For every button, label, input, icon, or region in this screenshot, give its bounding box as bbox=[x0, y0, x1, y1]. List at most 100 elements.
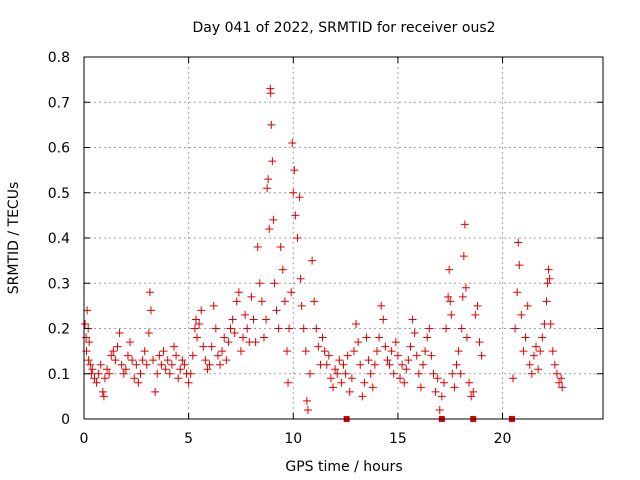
data-point bbox=[230, 329, 239, 338]
data-point bbox=[100, 374, 109, 383]
x-tick-label: 20 bbox=[494, 431, 512, 447]
data-point bbox=[469, 387, 478, 396]
data-point bbox=[329, 383, 338, 392]
data-point bbox=[264, 175, 273, 184]
data-point bbox=[377, 301, 386, 310]
data-point bbox=[398, 360, 407, 369]
data-point bbox=[544, 265, 553, 274]
data-point bbox=[439, 378, 448, 387]
data-point bbox=[159, 347, 168, 356]
data-point bbox=[527, 369, 536, 378]
data-point bbox=[90, 374, 99, 383]
data-point bbox=[555, 378, 564, 387]
data-point bbox=[318, 333, 327, 342]
data-point bbox=[146, 306, 155, 315]
data-point bbox=[416, 383, 425, 392]
data-point bbox=[113, 342, 122, 351]
data-point bbox=[211, 324, 220, 333]
data-point bbox=[331, 365, 340, 374]
data-point bbox=[151, 387, 160, 396]
data-point bbox=[205, 360, 214, 369]
data-point bbox=[251, 338, 260, 347]
y-axis-label: SRMTID / TECUs bbox=[6, 182, 22, 295]
data-point bbox=[442, 324, 451, 333]
data-point bbox=[431, 387, 440, 396]
data-point bbox=[368, 383, 377, 392]
data-point bbox=[136, 369, 145, 378]
data-point bbox=[410, 329, 419, 338]
data-point bbox=[548, 347, 557, 356]
data-point bbox=[532, 342, 541, 351]
data-point bbox=[423, 333, 432, 342]
data-point bbox=[552, 369, 561, 378]
data-point bbox=[404, 356, 413, 365]
data-point bbox=[447, 310, 456, 319]
data-point bbox=[121, 365, 130, 374]
data-point bbox=[180, 360, 189, 369]
data-point bbox=[247, 292, 256, 301]
data-point bbox=[356, 360, 365, 369]
y-tick-label: 0.3 bbox=[48, 276, 70, 292]
data-point bbox=[302, 396, 311, 405]
data-point bbox=[534, 365, 543, 374]
data-point bbox=[98, 387, 107, 396]
data-point bbox=[285, 324, 294, 333]
data-point bbox=[345, 387, 354, 396]
data-point bbox=[333, 369, 342, 378]
data-point bbox=[389, 369, 398, 378]
data-point bbox=[529, 351, 538, 360]
data-point bbox=[444, 292, 453, 301]
data-point bbox=[270, 279, 279, 288]
data-point bbox=[153, 369, 162, 378]
data-point bbox=[228, 315, 237, 324]
data-point bbox=[550, 360, 559, 369]
data-point bbox=[427, 351, 436, 360]
data-point bbox=[289, 188, 298, 197]
data-point bbox=[249, 315, 258, 324]
data-point bbox=[178, 356, 187, 365]
data-point bbox=[272, 306, 281, 315]
data-point bbox=[86, 360, 95, 369]
data-point bbox=[132, 360, 141, 369]
data-point bbox=[448, 369, 457, 378]
data-point bbox=[312, 324, 321, 333]
data-point bbox=[542, 297, 551, 306]
data-point bbox=[400, 378, 409, 387]
data-point bbox=[347, 374, 356, 383]
data-point bbox=[475, 338, 484, 347]
data-point bbox=[167, 360, 176, 369]
data-point bbox=[188, 351, 197, 360]
data-point bbox=[457, 324, 466, 333]
data-point bbox=[144, 329, 153, 338]
data-point bbox=[525, 360, 534, 369]
data-point bbox=[236, 347, 245, 356]
data-point bbox=[387, 347, 396, 356]
x-tick-label: 5 bbox=[184, 431, 193, 447]
data-point bbox=[460, 220, 469, 229]
data-point bbox=[433, 374, 442, 383]
data-point bbox=[220, 333, 229, 342]
data-point bbox=[458, 292, 467, 301]
data-point bbox=[513, 288, 522, 297]
data-point bbox=[268, 157, 277, 166]
data-point bbox=[138, 356, 147, 365]
data-point bbox=[293, 234, 302, 242]
data-point bbox=[379, 315, 388, 324]
data-point bbox=[165, 369, 174, 378]
data-point bbox=[425, 324, 434, 333]
data-point bbox=[274, 324, 283, 333]
data-point bbox=[269, 215, 278, 224]
data-point bbox=[538, 333, 547, 342]
data-point bbox=[437, 392, 446, 401]
data-point bbox=[209, 301, 218, 310]
data-point bbox=[203, 365, 212, 374]
chart-title: Day 041 of 2022, SRMTID for receiver ous… bbox=[192, 20, 495, 36]
data-point bbox=[372, 347, 381, 356]
data-point bbox=[446, 297, 455, 306]
data-point bbox=[169, 342, 178, 351]
data-point bbox=[461, 283, 470, 292]
data-point bbox=[107, 351, 116, 360]
data-point bbox=[163, 356, 172, 365]
data-point bbox=[358, 392, 367, 401]
